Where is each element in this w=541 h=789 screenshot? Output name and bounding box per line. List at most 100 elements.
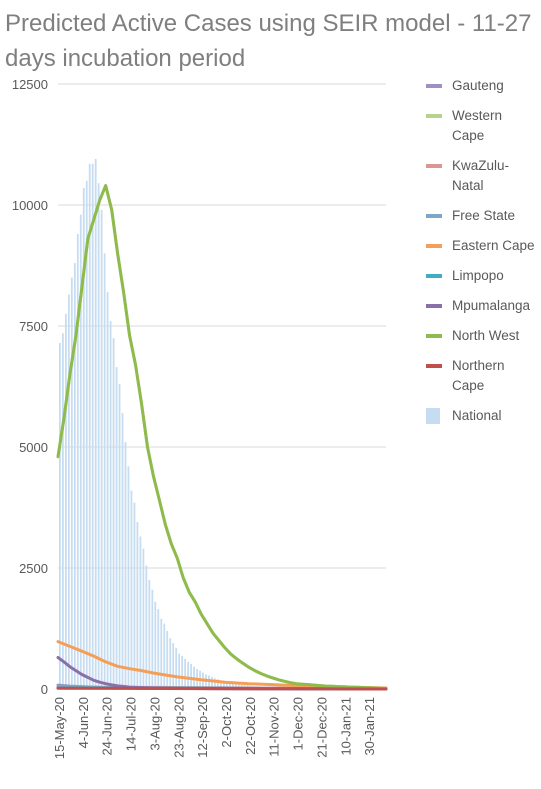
legend-label: Limpopo	[452, 268, 504, 283]
national-bar	[178, 653, 181, 689]
national-bar	[142, 548, 145, 689]
legend-swatch	[426, 114, 442, 118]
national-bar	[231, 683, 234, 689]
national-bar	[73, 263, 76, 689]
national-bar	[160, 618, 163, 689]
legend-swatch	[426, 164, 442, 168]
legend-item-north-west: North West	[426, 326, 541, 346]
national-bar	[115, 367, 118, 689]
legend-swatch	[426, 244, 442, 248]
x-tick-label: 22-Oct-20	[243, 697, 258, 755]
province-lines	[56, 184, 388, 691]
national-bar	[187, 661, 190, 689]
national-bar	[88, 163, 91, 690]
x-tick-label: 15-May-20	[52, 697, 67, 759]
national-bar	[145, 565, 148, 689]
legend-label: North West	[452, 328, 520, 343]
national-bar	[139, 536, 142, 689]
national-bar	[181, 656, 184, 689]
x-tick-label: 10-Jan-21	[338, 697, 353, 756]
legend-item-western-cape: Western Cape	[426, 106, 541, 146]
national-bar	[103, 253, 106, 689]
x-tick-label: 14-Jul-20	[124, 697, 139, 751]
series-line-north-west	[56, 184, 382, 690]
legend-item-northern-cape: Northern Cape	[426, 356, 541, 396]
national-bar	[59, 342, 61, 689]
series-line-northern-cape	[56, 686, 388, 691]
x-tick-label: 21-Dec-20	[314, 697, 329, 758]
series-line-western-cape	[56, 184, 382, 690]
legend-label: Gauteng	[452, 78, 504, 93]
y-tick-label-5000: 5000	[19, 440, 48, 455]
national-bar	[225, 682, 228, 689]
y-tick-label-12500: 12500	[12, 77, 48, 92]
national-bar	[118, 384, 121, 689]
legend-item-eastern-cape: Eastern Cape	[426, 236, 541, 256]
national-bars	[59, 159, 383, 690]
national-bar	[166, 630, 169, 689]
legend-swatch	[426, 274, 442, 278]
national-bar	[208, 675, 210, 689]
national-bar	[61, 333, 64, 689]
national-bar	[214, 678, 216, 689]
national-bar	[106, 292, 109, 689]
legend-item-kwazulu-natal: KwaZulu-Natal	[426, 156, 541, 196]
legend-item-limpopo: Limpopo	[426, 266, 541, 286]
x-tick-label: 4-Jun-20	[76, 697, 91, 748]
national-bar	[169, 638, 172, 689]
national-bar	[223, 681, 225, 689]
national-bar	[82, 188, 85, 689]
legend-item-gauteng: Gauteng	[426, 76, 541, 96]
legend-label: Northern Cape	[452, 358, 505, 393]
national-bar	[175, 647, 178, 689]
y-tick-label-10000: 10000	[12, 198, 48, 213]
legend-swatch	[426, 304, 442, 308]
legend-swatch	[426, 334, 442, 338]
x-tick-label: 1-Dec-20	[291, 697, 306, 750]
national-bar	[97, 183, 100, 689]
x-tick-label: 2-Oct-20	[219, 697, 234, 748]
y-tick-label-7500: 7500	[19, 319, 48, 334]
national-bar	[64, 313, 67, 689]
national-bar	[124, 442, 127, 689]
national-bar	[151, 589, 154, 689]
legend-swatch	[426, 408, 440, 424]
national-bar	[228, 682, 231, 689]
national-bar	[190, 663, 192, 689]
legend-label: Free State	[452, 208, 516, 223]
legend-label: National	[452, 408, 502, 423]
x-tick-label: 23-Aug-20	[171, 697, 186, 758]
legend-swatch	[426, 214, 442, 218]
legend-label: KwaZulu-Natal	[452, 158, 510, 193]
national-bar	[127, 466, 130, 689]
national-bar	[109, 321, 112, 689]
national-bar	[112, 338, 115, 689]
national-bar	[136, 522, 139, 689]
legend-label: Eastern Cape	[452, 238, 535, 253]
national-bar	[172, 643, 175, 689]
national-bar	[76, 234, 79, 690]
x-tick-label: 30-Jan-21	[362, 697, 377, 756]
national-bar	[85, 180, 88, 690]
national-bar	[220, 680, 222, 689]
national-bar	[133, 502, 136, 689]
y-tick-label-0: 0	[41, 682, 48, 697]
x-tick-label: 3-Aug-20	[147, 697, 162, 750]
legend-item-mpumalanga: Mpumalanga	[426, 296, 541, 316]
axes: 0 2500 5000 7500 10000 12500 15-May-20 4-Jun-20…	[12, 77, 377, 759]
national-bar	[94, 159, 97, 689]
legend-item-free-state: Free State	[426, 206, 541, 226]
x-tick-label: 24-Jun-20	[100, 697, 115, 756]
national-bar	[184, 658, 187, 689]
national-bar	[67, 294, 70, 689]
legend-swatch	[426, 364, 442, 368]
y-tick-label-2500: 2500	[19, 561, 48, 576]
national-bar	[217, 679, 219, 689]
legend-label: Mpumalanga	[452, 298, 531, 313]
legend-swatch	[426, 84, 442, 88]
legend-item-national: National	[426, 406, 541, 426]
national-bar	[157, 609, 160, 689]
national-bar	[148, 580, 151, 689]
national-bar	[79, 214, 82, 689]
